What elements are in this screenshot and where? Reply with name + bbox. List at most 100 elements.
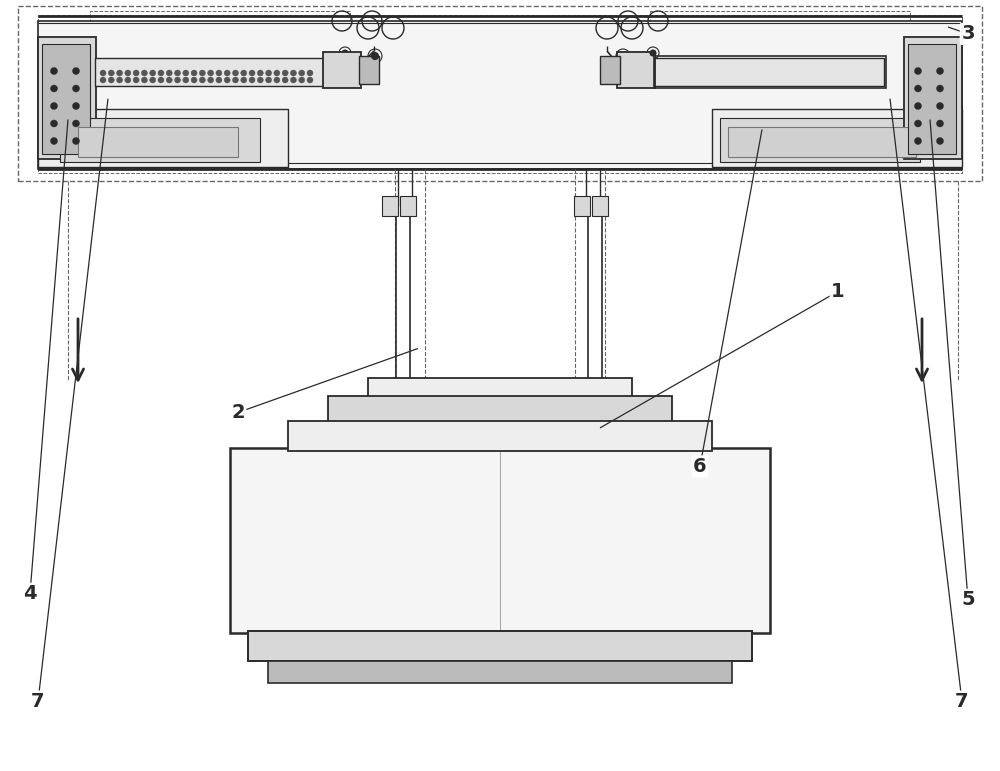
Bar	[60, 118, 260, 162]
Text: 4: 4	[23, 584, 37, 603]
Bar	[592, 196, 608, 216]
Circle shape	[199, 77, 205, 83]
Circle shape	[150, 77, 156, 83]
Circle shape	[307, 70, 313, 76]
Circle shape	[936, 85, 944, 92]
Circle shape	[141, 77, 147, 83]
Circle shape	[50, 137, 58, 144]
Text: 7: 7	[31, 692, 45, 711]
Circle shape	[175, 77, 181, 83]
Circle shape	[274, 77, 280, 83]
Bar	[323, 52, 361, 88]
Circle shape	[290, 77, 296, 83]
Circle shape	[141, 70, 147, 76]
Circle shape	[224, 77, 230, 83]
Circle shape	[216, 77, 222, 83]
Bar	[42, 44, 90, 154]
Bar	[600, 56, 620, 84]
Circle shape	[72, 68, 80, 75]
Circle shape	[249, 77, 255, 83]
Circle shape	[133, 70, 139, 76]
Circle shape	[100, 77, 106, 83]
Circle shape	[936, 68, 944, 75]
Bar	[908, 44, 956, 154]
Bar	[359, 56, 379, 84]
Bar	[38, 15, 962, 173]
Circle shape	[50, 68, 58, 75]
Bar	[904, 37, 962, 159]
Circle shape	[257, 70, 263, 76]
Circle shape	[299, 77, 305, 83]
Text: 7: 7	[955, 692, 969, 711]
Bar	[368, 378, 632, 398]
Circle shape	[72, 103, 80, 109]
Circle shape	[274, 70, 280, 76]
Bar	[712, 109, 962, 167]
Circle shape	[224, 70, 230, 76]
Text: 1: 1	[831, 282, 845, 301]
Circle shape	[282, 70, 288, 76]
Bar	[248, 631, 752, 661]
Circle shape	[133, 77, 139, 83]
Bar	[574, 196, 590, 216]
Text: 6: 6	[693, 457, 707, 476]
Circle shape	[232, 70, 238, 76]
Bar	[38, 109, 288, 167]
Circle shape	[208, 70, 214, 76]
Bar	[38, 37, 96, 159]
Circle shape	[914, 103, 922, 109]
Text: 5: 5	[961, 591, 975, 609]
Bar	[90, 11, 350, 91]
Circle shape	[199, 70, 205, 76]
Circle shape	[108, 70, 114, 76]
Circle shape	[266, 70, 272, 76]
Circle shape	[50, 85, 58, 92]
Bar	[18, 6, 982, 181]
Bar	[38, 21, 962, 169]
Circle shape	[282, 77, 288, 83]
Bar	[654, 56, 886, 88]
Text: 3: 3	[961, 25, 975, 43]
Bar	[400, 196, 416, 216]
Circle shape	[158, 77, 164, 83]
Circle shape	[307, 77, 313, 83]
Text: 2: 2	[231, 403, 245, 422]
Circle shape	[117, 70, 123, 76]
Bar	[78, 127, 238, 157]
Circle shape	[158, 70, 164, 76]
Circle shape	[936, 137, 944, 144]
Circle shape	[650, 50, 656, 56]
Circle shape	[216, 70, 222, 76]
Bar	[288, 421, 712, 451]
Circle shape	[936, 120, 944, 127]
Bar	[382, 196, 398, 216]
Bar	[728, 127, 916, 157]
Circle shape	[257, 77, 263, 83]
Circle shape	[266, 77, 272, 83]
Circle shape	[241, 70, 247, 76]
Circle shape	[208, 77, 214, 83]
Circle shape	[232, 77, 238, 83]
Circle shape	[100, 70, 106, 76]
Circle shape	[117, 77, 123, 83]
Circle shape	[191, 77, 197, 83]
Bar	[720, 118, 920, 162]
Circle shape	[125, 77, 131, 83]
Circle shape	[72, 137, 80, 144]
Circle shape	[150, 70, 156, 76]
Circle shape	[914, 68, 922, 75]
Circle shape	[914, 120, 922, 127]
Circle shape	[914, 137, 922, 144]
Bar	[95, 58, 325, 86]
Bar	[617, 52, 655, 88]
Circle shape	[72, 120, 80, 127]
Bar	[654, 58, 884, 86]
Circle shape	[183, 70, 189, 76]
Circle shape	[914, 85, 922, 92]
Bar	[230, 448, 770, 633]
Circle shape	[249, 70, 255, 76]
Circle shape	[191, 70, 197, 76]
Circle shape	[72, 85, 80, 92]
Circle shape	[108, 77, 114, 83]
Bar	[268, 661, 732, 683]
